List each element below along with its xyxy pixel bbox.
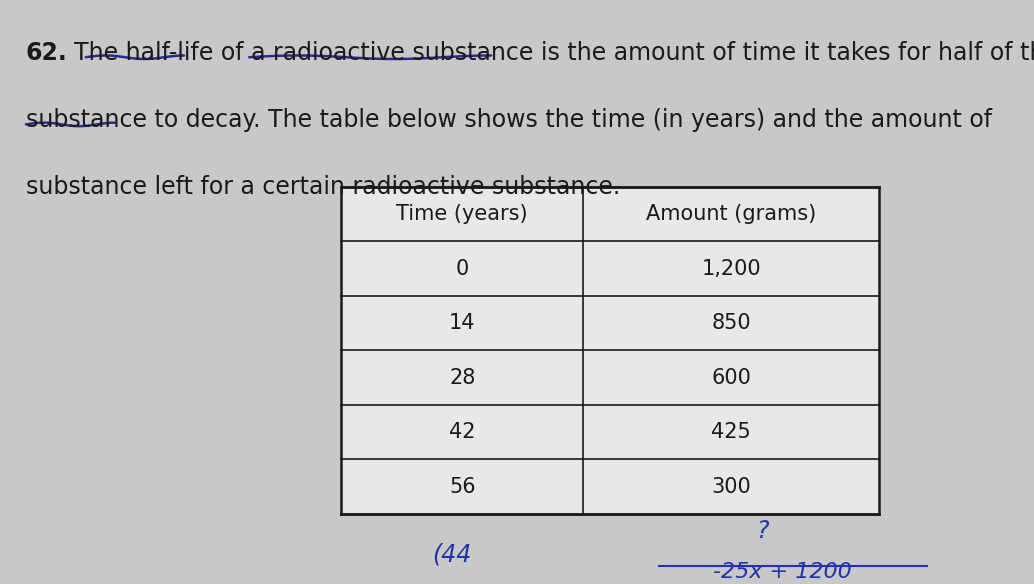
Text: (44: (44 [432,543,472,567]
Text: 850: 850 [711,313,751,333]
Text: The half-life of a radioactive substance is the amount of time it takes for half: The half-life of a radioactive substance… [74,41,1034,65]
Text: 1,200: 1,200 [701,259,761,279]
Text: 600: 600 [711,368,751,388]
Text: 14: 14 [449,313,476,333]
Text: 300: 300 [711,477,751,496]
Text: 56: 56 [449,477,476,496]
Text: ?: ? [756,519,768,544]
Text: 0: 0 [456,259,468,279]
Text: 28: 28 [449,368,476,388]
Text: 42: 42 [449,422,476,442]
FancyBboxPatch shape [341,187,879,514]
Text: Amount (grams): Amount (grams) [646,204,816,224]
Text: -25x + 1200: -25x + 1200 [713,562,852,582]
Text: Time (years): Time (years) [396,204,528,224]
Text: 62.: 62. [26,41,67,65]
Text: 425: 425 [711,422,751,442]
Text: substance to decay. The table below shows the time (in years) and the amount of: substance to decay. The table below show… [26,108,992,132]
Text: substance left for a certain radioactive substance.: substance left for a certain radioactive… [26,175,620,199]
